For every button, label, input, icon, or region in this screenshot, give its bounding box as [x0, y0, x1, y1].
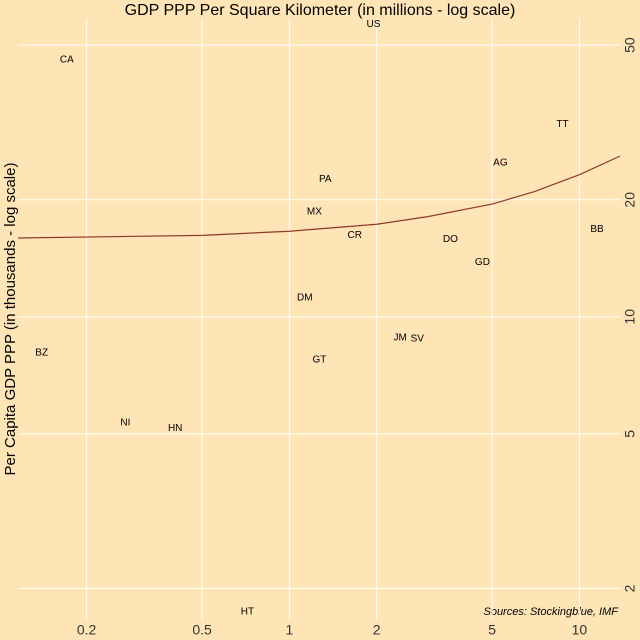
- y-tick-label: 10: [622, 309, 638, 325]
- point-label: GT: [313, 354, 327, 365]
- y-axis-label: Per Capita GDP PPP (in thousands - log s…: [2, 163, 19, 476]
- x-tick-label: 2: [373, 622, 381, 638]
- x-tick-label: 1: [285, 622, 293, 638]
- x-tick-label: 0.5: [192, 622, 212, 638]
- point-label: BB: [590, 224, 604, 235]
- point-label: NI: [120, 417, 130, 428]
- point-label: US: [367, 19, 381, 30]
- y-tick-label: 20: [622, 192, 638, 208]
- y-tick-label: 50: [622, 37, 638, 53]
- point-label: MX: [307, 207, 322, 218]
- y-tick-label: 2: [622, 584, 638, 592]
- source-note: Sources: Stockingblue, IMF: [483, 606, 619, 618]
- point-label: TT: [556, 119, 568, 130]
- point-label: CA: [60, 55, 74, 66]
- point-label: DM: [297, 292, 313, 303]
- trend-line: [17, 155, 621, 239]
- point-label: SV: [411, 333, 425, 344]
- x-tick-label: 5: [488, 622, 496, 638]
- point-label: GD: [475, 257, 490, 268]
- point-label: BZ: [35, 347, 48, 358]
- point-label: DO: [443, 234, 458, 245]
- x-tick-label: 10: [572, 622, 588, 638]
- point-label: PA: [319, 174, 332, 185]
- y-tick-label: 5: [622, 430, 638, 438]
- point-label: CR: [347, 230, 361, 241]
- x-tick-label: 0.2: [77, 622, 97, 638]
- point-label: JM: [394, 332, 407, 343]
- chart-title: GDP PPP Per Square Kilometer (in million…: [125, 2, 516, 19]
- point-label: AG: [493, 157, 508, 168]
- point-label: HT: [241, 607, 254, 618]
- point-label: HN: [168, 423, 182, 434]
- plot-panel: [18, 18, 620, 620]
